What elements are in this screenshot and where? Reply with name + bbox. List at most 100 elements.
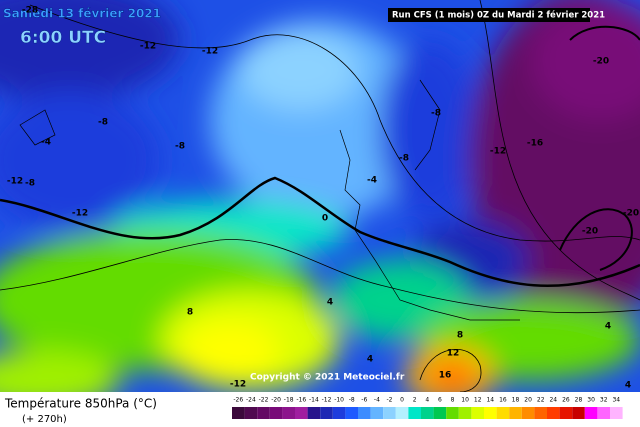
contour-label: -12 <box>7 177 23 187</box>
contour-label: 8 <box>457 331 463 341</box>
color-swatch <box>257 407 270 419</box>
scale-label: 14 <box>486 397 494 404</box>
scale-label: -16 <box>296 397 306 404</box>
legend-title: Température 850hPa (°C) <box>4 397 157 411</box>
contour-label: -20 <box>582 227 598 237</box>
color-swatch <box>332 407 346 419</box>
scale-label: 30 <box>587 397 595 404</box>
isotherm <box>479 0 640 301</box>
color-swatch <box>345 407 358 419</box>
color-swatch <box>584 407 598 419</box>
color-swatch <box>496 407 510 419</box>
contour-label: -4 <box>367 176 377 186</box>
scale-label: 20 <box>524 397 532 404</box>
contour-label: 4 <box>605 322 611 332</box>
temperature-field: Run CFS (1 mois) 0Z du Mardi 2 février 2… <box>0 0 640 392</box>
contour-label: -20 <box>623 209 639 219</box>
scale-label: -14 <box>309 397 319 404</box>
contour-label: -8 <box>25 179 35 189</box>
scale-label: 6 <box>438 397 442 404</box>
scale-label: -18 <box>284 397 294 404</box>
scale-label: 22 <box>537 397 545 404</box>
color-swatch <box>421 407 434 419</box>
zero-isotherm <box>0 176 640 287</box>
scale-label: 2 <box>413 397 417 404</box>
contour-label: 8 <box>187 308 193 318</box>
scale-label: -2 <box>387 397 393 404</box>
color-swatch <box>383 407 396 419</box>
scale-label: -22 <box>259 397 269 404</box>
color-swatch <box>610 407 623 419</box>
contour-label: 4 <box>367 355 373 365</box>
coastline <box>19 79 520 321</box>
contour-label: -12 <box>140 42 156 52</box>
color-swatch <box>433 407 447 419</box>
contour-label: -12 <box>202 47 218 57</box>
color-swatch <box>395 407 409 419</box>
scale-label: 12 <box>474 397 482 404</box>
contour-label: -28 <box>22 6 38 16</box>
color-scale: -26 -24 -22 -20 -18 -16 -14 -12 -10 -8 -6 -4 -2 0 2 4 6 8… <box>232 397 623 419</box>
scale-label: 4 <box>425 397 429 404</box>
color-swatch <box>484 407 497 419</box>
time-label: 6:00 UTC <box>20 28 106 48</box>
color-swatch <box>572 407 585 419</box>
contour-label: -8 <box>98 118 108 128</box>
scale-label: -12 <box>322 397 332 404</box>
color-fill <box>0 0 640 392</box>
color-swatch <box>446 407 459 419</box>
color-swatch <box>244 407 258 419</box>
scale-label: -6 <box>361 397 367 404</box>
contour-label: 0 <box>322 214 328 224</box>
color-swatch <box>534 407 547 419</box>
contour-labels: -28-12 -12-8-4 -8-12 -8-12-8-8-12-16-20-20-… <box>7 6 639 391</box>
scale-label: -20 <box>271 397 281 404</box>
contour-label: -4 <box>41 138 51 148</box>
isotherm <box>559 208 633 271</box>
scale-label: -26 <box>233 397 243 404</box>
scale-label: -24 <box>246 397 256 404</box>
scale-label: -10 <box>334 397 344 404</box>
contour-label: -8 <box>431 109 441 119</box>
contour-label: 12 <box>447 349 460 359</box>
scale-label: -8 <box>349 397 355 404</box>
color-swatch <box>307 407 321 419</box>
contour-label: -8 <box>399 154 409 164</box>
scale-label: 10 <box>461 397 469 404</box>
color-swatch <box>521 407 535 419</box>
scale-label: 8 <box>451 397 455 404</box>
run-label: Run CFS (1 mois) 0Z du Mardi 2 février 2… <box>392 10 605 21</box>
scale-label: 34 <box>612 397 620 404</box>
scale-label: 26 <box>562 397 570 404</box>
color-swatch <box>295 407 308 419</box>
contour-label: -8 <box>175 142 185 152</box>
contour-label: 4 <box>625 381 631 391</box>
color-swatch <box>358 407 371 419</box>
color-swatch <box>559 407 573 419</box>
color-swatch <box>547 407 560 419</box>
contour-label: -20 <box>593 57 609 67</box>
color-swatch <box>320 407 333 419</box>
scale-label: -4 <box>374 397 380 404</box>
contour-label: 4 <box>327 298 333 308</box>
scale-label: 24 <box>549 397 557 404</box>
color-swatch <box>232 407 245 419</box>
isotherm <box>0 239 640 314</box>
contour-label: 16 <box>439 371 452 381</box>
color-swatch <box>282 407 295 419</box>
color-swatch <box>269 407 283 419</box>
scale-label: 32 <box>600 397 608 404</box>
color-swatch <box>471 407 484 419</box>
isotherm <box>419 349 482 392</box>
run-label-box <box>388 8 590 22</box>
copyright: Copyright © 2021 Meteociel.fr <box>250 373 405 383</box>
isotherm <box>29 4 640 242</box>
color-swatch <box>408 407 421 419</box>
scale-label: 16 <box>499 397 507 404</box>
lead-time: (+ 270h) <box>22 414 67 425</box>
scale-label: 18 <box>512 397 520 404</box>
color-swatch <box>509 407 522 419</box>
isotherm <box>569 25 640 41</box>
contour-label: -16 <box>527 139 543 149</box>
